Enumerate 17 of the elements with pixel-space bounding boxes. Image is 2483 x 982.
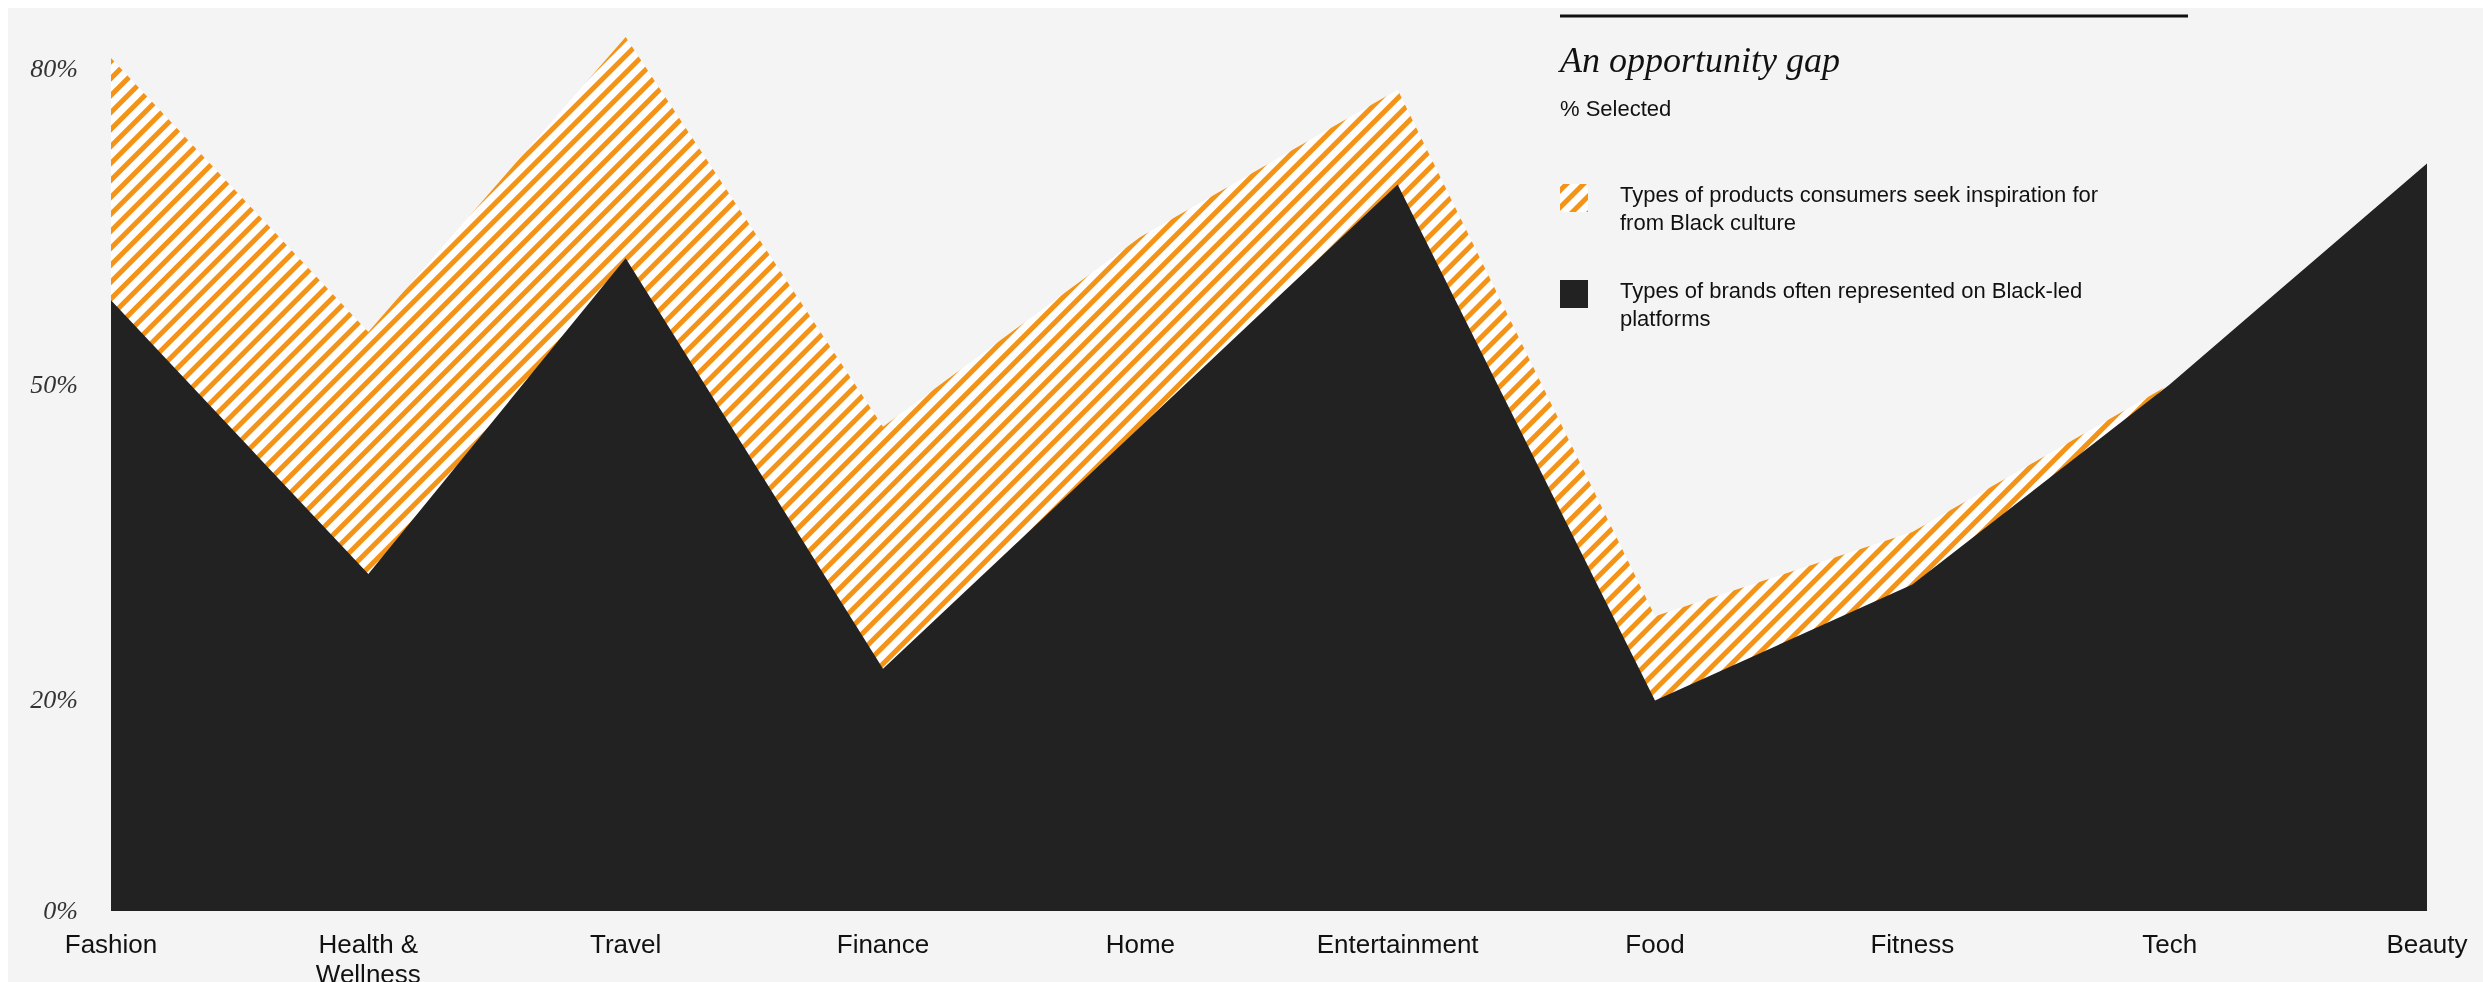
x-tick-label: Fashion [64, 929, 158, 959]
y-tick-label: 20% [30, 685, 78, 715]
text: % Selected [1560, 96, 1672, 121]
x-tick-label: Travel [590, 929, 662, 959]
y-tick-label: 0% [43, 896, 78, 925]
x-tick-label: Food [1625, 929, 1685, 959]
x-tick-label: Beauty [2386, 929, 2468, 959]
x-tick-label: Entertainment [1316, 929, 1480, 959]
legend-label: Types of products consumers seek inspiration for from Black culture [1620, 182, 2099, 235]
x-tick-label: Finance [836, 929, 930, 959]
text: An opportunity gap [1558, 40, 1840, 80]
y-tick-label: 50% [30, 369, 78, 399]
x-tick-label: Fitness [1870, 929, 1955, 959]
x-tick-label: Home [1105, 929, 1176, 959]
legend-label: Types of brands often represented on Black-led platforms [1620, 278, 2083, 331]
y-tick-label: 80% [30, 53, 78, 83]
x-tick-label: Tech [2142, 929, 2198, 959]
